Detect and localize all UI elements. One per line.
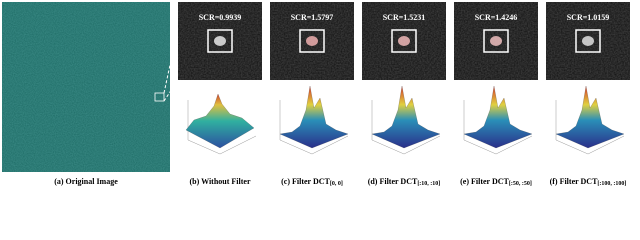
panels: SCR=0.9939 (b) Without Filter SCR=1.5797 (c… (178, 2, 630, 187)
target-box (154, 92, 165, 102)
plot-axis (371, 100, 441, 155)
scr-label: SCR=1.5231 (383, 13, 426, 22)
zoom-line (163, 27, 179, 94)
surface (279, 85, 349, 149)
plot-axis (555, 100, 625, 155)
caption-subscript: [0, 0] (330, 181, 343, 187)
caption-text: (d) Filter DCT (368, 177, 418, 186)
surface (555, 85, 625, 149)
surface (371, 85, 441, 149)
surface (185, 93, 255, 149)
target (214, 36, 226, 46)
target-box (207, 29, 233, 53)
surface (463, 85, 533, 149)
figure: (a) Original Image SCR=0.9939 (b) Without… (2, 2, 630, 187)
target-box (299, 29, 325, 53)
caption-text: (f) Filter DCT (550, 177, 599, 186)
scr-label: SCR=1.0159 (567, 13, 610, 22)
target (306, 36, 318, 46)
caption-text: (b) Without Filter (189, 177, 250, 186)
caption: (b) Without Filter (189, 177, 250, 186)
caption: (f) Filter DCT[:100, :100] (550, 177, 627, 188)
target (398, 36, 410, 46)
scr-label: SCR=0.9939 (199, 13, 242, 22)
caption: (e) Filter DCT[:50, :50] (460, 177, 532, 188)
target-box (391, 29, 417, 53)
scr-label: SCR=1.5797 (291, 13, 334, 22)
caption-text: (e) Filter DCT (460, 177, 509, 186)
caption-subscript: [:100, :100] (597, 181, 626, 187)
target-box (575, 29, 601, 53)
image-noise (2, 2, 170, 172)
target-box (483, 29, 509, 53)
plot-axis (187, 100, 257, 155)
caption-subscript: [:10, :10] (417, 181, 440, 187)
caption: (d) Filter DCT[:10, :10] (368, 177, 441, 188)
zoom-line (163, 79, 179, 102)
caption-subscript: [:50, :50] (509, 181, 532, 187)
caption: (a) Original Image (54, 177, 118, 186)
target (490, 36, 502, 46)
caption-text: (c) Filter DCT (281, 177, 330, 186)
target (582, 36, 594, 46)
scr-label: SCR=1.4246 (475, 13, 518, 22)
caption: (c) Filter DCT[0, 0] (281, 177, 343, 188)
plot-axis (463, 100, 533, 155)
plot-axis (279, 100, 349, 155)
